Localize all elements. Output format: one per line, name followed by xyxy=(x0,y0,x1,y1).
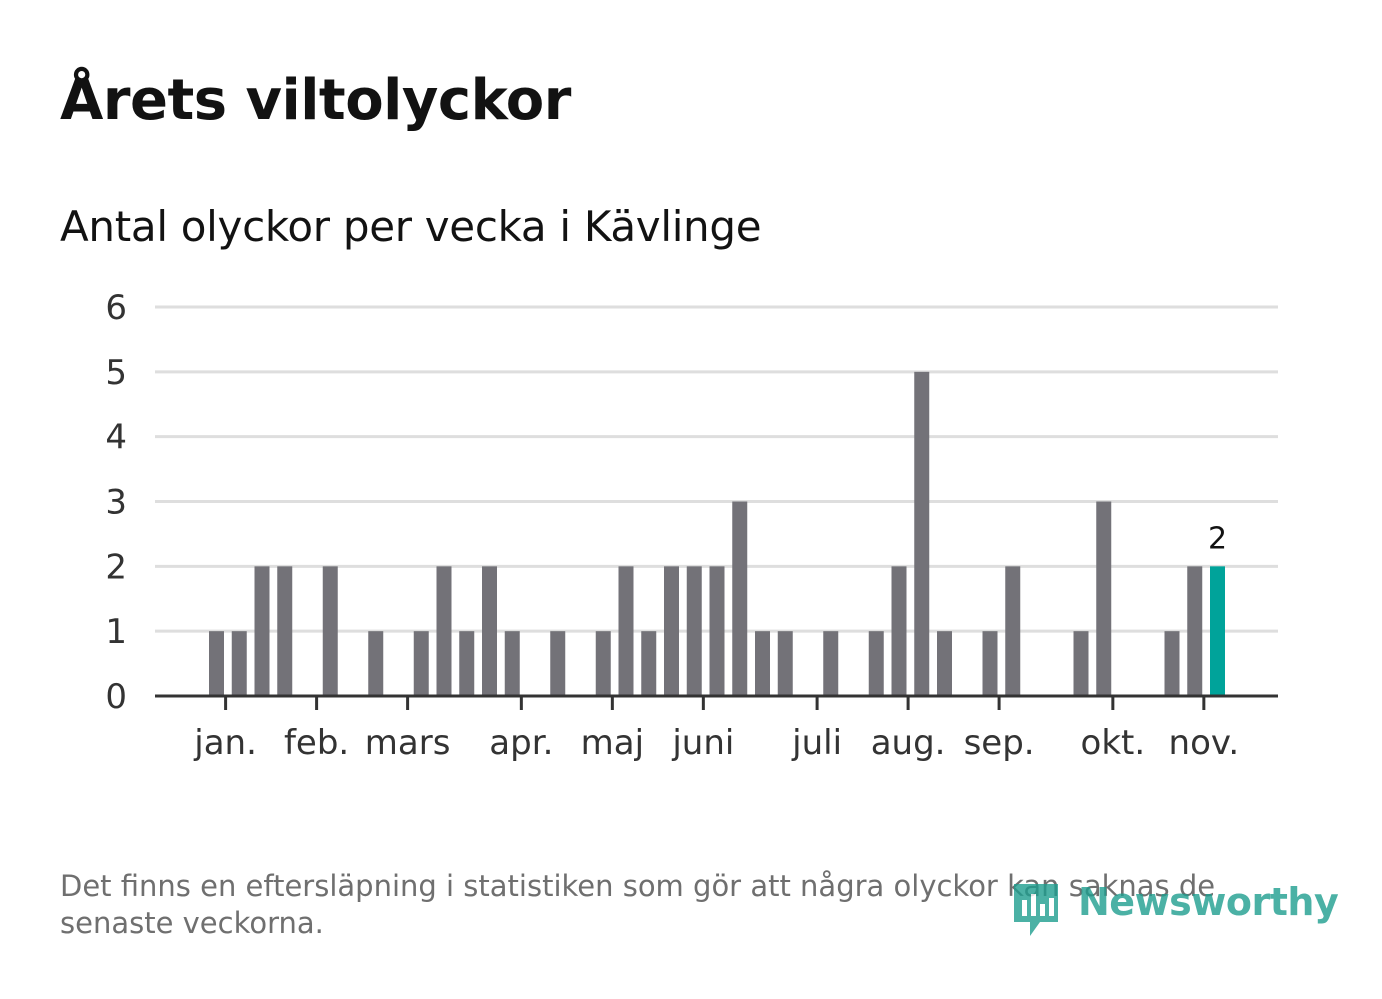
newsworthy-logo-text: Newsworthy xyxy=(1078,880,1339,924)
chart-subtitle: Antal olyckor per vecka i Kävlinge xyxy=(60,202,762,251)
x-tick-label: mars xyxy=(365,723,451,763)
bar xyxy=(641,631,657,696)
bar xyxy=(368,631,384,696)
y-tick-label: 4 xyxy=(105,418,127,458)
bar xyxy=(1005,566,1021,696)
x-tick-label: jan. xyxy=(193,723,257,763)
y-tick-label: 1 xyxy=(105,612,127,652)
bar xyxy=(937,631,952,696)
y-tick-label: 5 xyxy=(105,353,127,393)
bar xyxy=(1187,566,1203,696)
bar xyxy=(755,631,770,696)
bar-chart: 0 1 2 3 4 5 6 2 jan. feb. mars apr. maj juni juli aug. s… xyxy=(105,288,1278,763)
bar xyxy=(254,566,270,696)
bar xyxy=(482,566,497,696)
x-tick-label: nov. xyxy=(1169,723,1240,763)
bar-highlight xyxy=(1210,566,1225,696)
bar xyxy=(709,566,725,696)
bar xyxy=(823,631,839,696)
bar xyxy=(664,566,679,696)
bar xyxy=(413,631,429,696)
bar xyxy=(436,566,452,696)
bar xyxy=(277,566,293,696)
x-tick-label: maj xyxy=(581,723,644,763)
bar xyxy=(504,631,520,696)
x-tick-label: juli xyxy=(791,723,842,763)
bar xyxy=(891,566,907,696)
y-tick-label: 6 xyxy=(105,288,127,328)
bar xyxy=(459,631,475,696)
bar xyxy=(914,371,930,696)
bar xyxy=(777,631,793,696)
x-tick-label: apr. xyxy=(489,723,553,763)
bar xyxy=(618,566,634,696)
y-tick-label: 3 xyxy=(105,483,127,523)
y-tick-label: 0 xyxy=(105,677,127,717)
x-tick-label: aug. xyxy=(871,723,946,763)
newsworthy-logo[interactable]: Newsworthy xyxy=(1010,880,1339,940)
bar xyxy=(982,631,998,696)
bar xyxy=(209,631,224,696)
bar xyxy=(686,566,702,696)
newsworthy-logo-icon xyxy=(1014,884,1058,936)
bar xyxy=(1164,631,1180,696)
data-label: 2 xyxy=(1208,521,1227,556)
bar xyxy=(1073,631,1089,696)
bar xyxy=(732,501,748,696)
bar xyxy=(231,631,247,696)
bar xyxy=(322,566,338,696)
bar xyxy=(550,631,566,696)
x-tick-label: sep. xyxy=(964,723,1035,763)
x-tick-label: okt. xyxy=(1081,723,1146,763)
bar xyxy=(868,631,884,696)
x-tick-label: feb. xyxy=(284,723,349,763)
y-tick-label: 2 xyxy=(105,547,127,587)
bar xyxy=(1096,501,1112,696)
bar xyxy=(595,631,611,696)
x-tick-label: juni xyxy=(671,723,734,763)
chart-title: Årets viltolyckor xyxy=(60,68,571,133)
